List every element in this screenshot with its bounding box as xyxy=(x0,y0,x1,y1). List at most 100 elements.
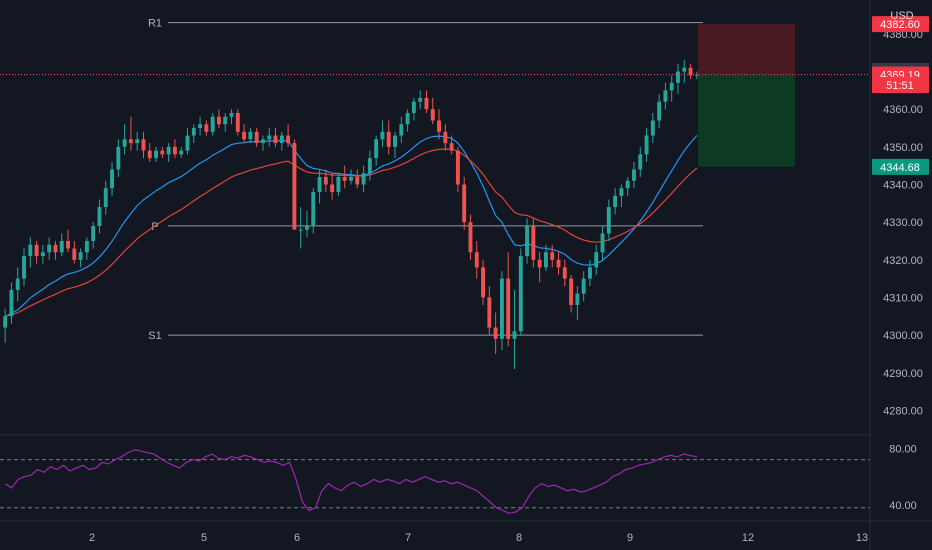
candle xyxy=(474,240,479,279)
candle xyxy=(430,97,435,125)
candle-body xyxy=(298,229,303,231)
candle xyxy=(122,124,127,155)
candle xyxy=(657,94,662,129)
candle-body xyxy=(15,278,20,290)
candle xyxy=(676,64,680,95)
time-tick-label: 9 xyxy=(627,532,633,544)
candle-body xyxy=(116,146,121,170)
candle-body xyxy=(40,252,45,257)
candle-body xyxy=(229,112,234,117)
candle-body xyxy=(550,252,555,260)
candle xyxy=(411,97,416,121)
candle-body xyxy=(581,278,586,294)
price-tag-red[interactable]: 51:51 xyxy=(872,77,929,94)
candle xyxy=(682,60,687,83)
candle xyxy=(562,259,567,287)
currency-label[interactable]: USD xyxy=(890,10,913,22)
candle-body xyxy=(22,256,26,279)
candle-body xyxy=(481,267,486,298)
price-tick-label: 4330.00 xyxy=(883,217,923,229)
candle-body xyxy=(216,116,221,125)
candle-body xyxy=(682,67,687,72)
candle xyxy=(154,146,159,162)
take-profit-zone[interactable] xyxy=(698,74,795,167)
candle xyxy=(72,240,77,264)
candle-body xyxy=(575,293,580,305)
candle xyxy=(506,252,511,347)
price-tick-label: 4290.00 xyxy=(883,368,923,380)
candle-body xyxy=(355,176,360,185)
candle xyxy=(437,109,441,140)
candle-body xyxy=(342,176,347,181)
candle-body xyxy=(72,248,77,260)
candle-body xyxy=(286,135,291,144)
candle xyxy=(279,131,284,151)
candle xyxy=(588,259,592,287)
candle-body xyxy=(663,90,668,102)
candle-body xyxy=(669,82,674,91)
candle xyxy=(606,199,611,241)
candle-body xyxy=(122,139,127,147)
candle-body xyxy=(493,327,498,339)
candle xyxy=(518,248,523,336)
candle-body xyxy=(562,267,567,279)
price-tick-label: 4360.00 xyxy=(883,104,923,116)
time-axis[interactable]: 2 5 6 7 8 9 12 13 xyxy=(0,520,932,544)
price-tag-green[interactable]: 4344.68 xyxy=(872,158,929,175)
candle xyxy=(393,131,397,159)
candle xyxy=(66,229,70,253)
candle xyxy=(254,128,259,147)
candle-body xyxy=(430,109,435,121)
price-tag-red[interactable]: 4382.60 xyxy=(872,16,929,33)
candle xyxy=(569,274,574,313)
candle xyxy=(399,116,404,144)
rsi-bands xyxy=(0,459,870,509)
candle-body xyxy=(172,146,177,155)
candle xyxy=(128,116,133,151)
candle-body xyxy=(468,222,473,253)
candle-body xyxy=(3,316,8,328)
candle xyxy=(172,139,177,159)
candle-body xyxy=(537,259,542,268)
candle-body xyxy=(198,124,203,129)
candle-body xyxy=(103,188,108,208)
candle xyxy=(355,169,360,189)
candle xyxy=(204,120,209,136)
price-tick-label: 4310.00 xyxy=(883,292,923,304)
candle xyxy=(663,82,668,110)
candle xyxy=(380,120,385,147)
time-tick-label: 5 xyxy=(201,532,207,544)
candle xyxy=(298,207,303,249)
candle xyxy=(78,248,83,268)
candle-body xyxy=(317,176,322,193)
candle xyxy=(147,143,152,162)
stop-loss-zone[interactable] xyxy=(698,24,795,75)
candle xyxy=(449,135,454,155)
candle xyxy=(499,271,504,351)
candle-body xyxy=(110,169,114,189)
candle xyxy=(481,259,486,305)
candle xyxy=(493,312,498,354)
candle xyxy=(600,225,605,260)
rsi-axis[interactable]: 40.00 80.00 xyxy=(889,443,917,512)
candle-body xyxy=(512,331,517,339)
position-box xyxy=(698,24,795,167)
candle-body xyxy=(405,112,410,125)
candle-body xyxy=(91,225,96,241)
candle xyxy=(191,124,196,144)
candle xyxy=(487,286,492,336)
candle xyxy=(198,116,203,136)
price-tick-label: 4300.00 xyxy=(883,330,923,342)
price-panel[interactable]: R1 P S1 xyxy=(0,18,870,369)
candle-body xyxy=(84,240,89,253)
candle xyxy=(311,188,316,234)
candle-body xyxy=(386,131,391,147)
candle xyxy=(650,112,655,144)
rsi-panel[interactable] xyxy=(0,449,870,514)
candle xyxy=(59,233,64,257)
candle xyxy=(669,75,674,102)
candle-body xyxy=(399,124,404,136)
candle-body xyxy=(455,150,460,185)
candle xyxy=(581,271,586,302)
